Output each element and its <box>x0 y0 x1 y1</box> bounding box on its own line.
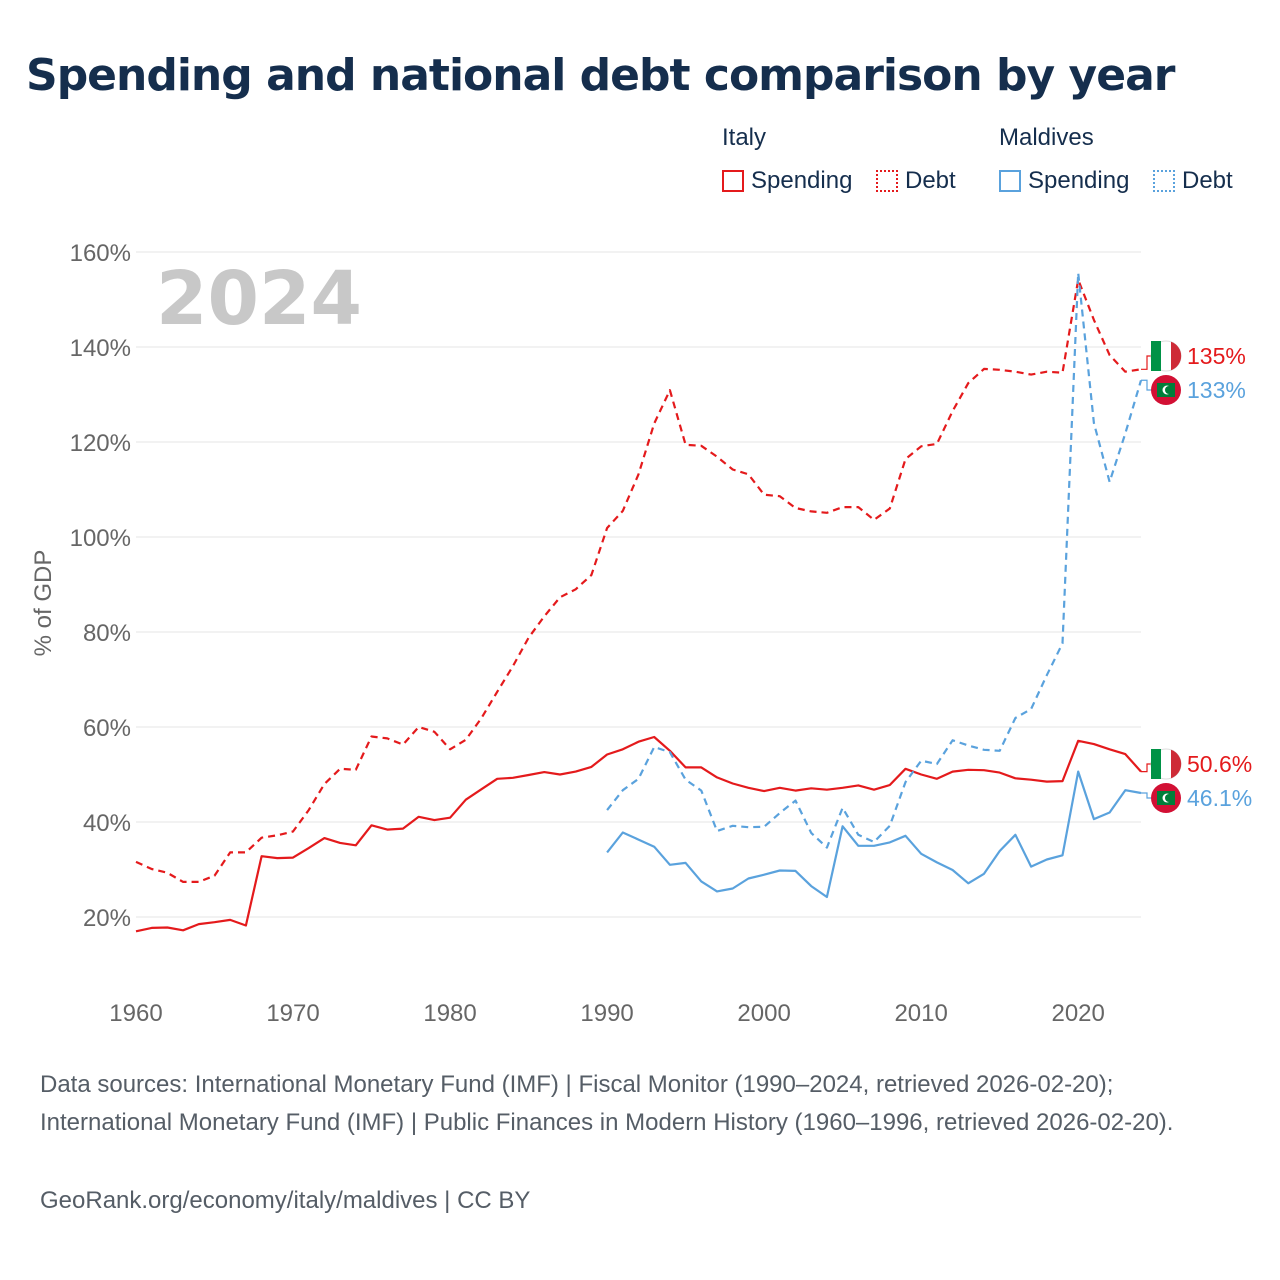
legend-label-italy-spending: Spending <box>751 167 853 194</box>
end-label-connector <box>1141 763 1151 773</box>
legend-swatch-italy-spending <box>722 170 744 192</box>
end-value-label: 135% <box>1187 343 1246 369</box>
legend-swatch-maldives-spending <box>999 170 1021 192</box>
end-label-connector <box>1141 792 1151 799</box>
y-tick-label: 120% <box>70 430 131 457</box>
series-line-maldives-debt <box>606 271 1143 849</box>
legend-label-italy-debt: Debt <box>905 167 956 194</box>
y-axis-label: % of GDP <box>30 550 57 657</box>
series-line-maldives-spending <box>606 770 1142 899</box>
y-tick-label: 100% <box>70 525 131 552</box>
legend-maldives-spending[interactable]: Spending <box>999 166 1129 196</box>
x-tick-label: 1990 <box>580 1000 633 1027</box>
end-value-label: 133% <box>1187 377 1246 403</box>
legend-label-maldives-spending: Spending <box>1028 167 1130 194</box>
legend-italy-spending[interactable]: Spending <box>722 166 852 196</box>
legend-maldives-debt[interactable]: Debt <box>1153 166 1233 196</box>
x-tick-label: 2010 <box>894 1000 947 1027</box>
footer-credit[interactable]: GeoRank.org/economy/italy/maldives | CC … <box>40 1187 531 1214</box>
y-tick-label: 80% <box>83 620 131 647</box>
x-tick-label: 1960 <box>109 1000 162 1027</box>
chart-title: Spending and national debt comparison by… <box>26 50 1175 101</box>
legend-label-maldives-debt: Debt <box>1182 167 1233 194</box>
y-tick-label: 140% <box>70 335 131 362</box>
legend-group-maldives: Maldives <box>999 124 1094 151</box>
x-tick-label: 1980 <box>423 1000 476 1027</box>
italy-flag-red <box>1171 341 1182 371</box>
legend-swatch-maldives-debt <box>1153 170 1175 192</box>
x-tick-label: 2020 <box>1051 1000 1104 1027</box>
end-value-label: 46.1% <box>1187 785 1252 811</box>
footer-sources: Data sources: International Monetary Fun… <box>40 1071 1174 1136</box>
italy-flag-red <box>1171 749 1182 779</box>
maldives-flag-crescent-inner <box>1165 386 1173 394</box>
x-tick-label: 2000 <box>737 1000 790 1027</box>
italy-flag-green <box>1150 749 1161 779</box>
x-tick-label: 1970 <box>266 1000 319 1027</box>
end-label-connector <box>1141 379 1151 391</box>
y-tick-label: 60% <box>83 715 131 742</box>
y-tick-label: 160% <box>70 240 131 267</box>
year-watermark: 2024 <box>156 256 362 342</box>
chart-plot: 20% 40% 60% 80% 100% 120% 140% 160% 1960 1970 1980… <box>30 240 1252 1027</box>
y-tick-label: 20% <box>83 905 131 932</box>
end-value-label: 50.6% <box>1187 751 1252 777</box>
legend-italy-debt[interactable]: Debt <box>876 166 956 196</box>
series-line-italy-spending <box>135 735 1142 933</box>
italy-flag-green <box>1150 341 1161 371</box>
legend-swatch-italy-debt <box>876 170 898 192</box>
y-tick-label: 40% <box>83 810 131 837</box>
legend-group-italy: Italy <box>722 124 767 151</box>
end-label-connector <box>1141 355 1151 370</box>
series-line-italy-debt <box>135 278 1142 884</box>
maldives-flag-crescent-inner <box>1165 794 1173 802</box>
